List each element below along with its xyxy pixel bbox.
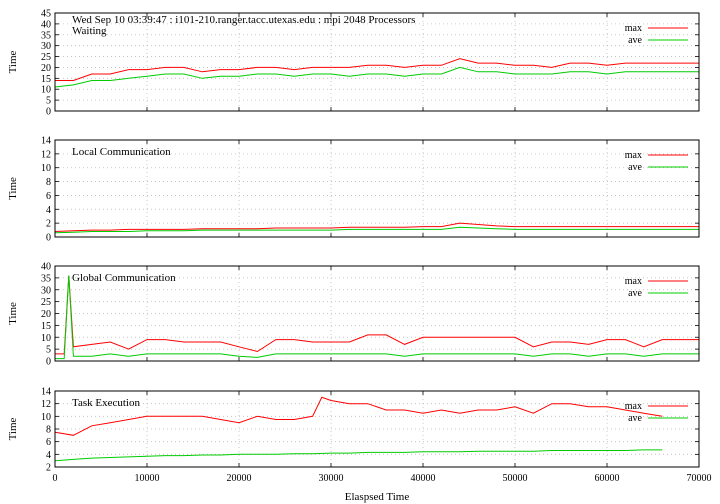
y-tick-label: 10 [41,333,51,344]
y-tick-label: 5 [46,96,51,107]
y-tick-label: 40 [41,262,51,273]
y-tick-label: 15 [41,74,51,85]
series-line-ave [54,449,663,462]
x-tick-label: 40000 [411,473,436,484]
panel-title: Task Execution [72,397,140,409]
y-tick-label: 0 [46,107,51,118]
y-tick-label: 25 [41,297,51,308]
y-tick-label: 6 [46,191,51,202]
y-tick-label: 40 [41,19,51,30]
y-tick-label: 5 [46,345,51,356]
y-tick-label: 0 [46,357,51,368]
x-tick-label: 0 [53,473,58,484]
y-tick-label: 12 [41,399,51,410]
y-axis-label: Time [7,177,19,200]
plot-frame [54,265,700,362]
series-line-max [55,58,699,81]
y-tick-label: 45 [41,9,51,20]
x-tick-label: 30000 [319,473,344,484]
series-line-ave [54,226,699,234]
y-tick-label: 20 [41,63,51,74]
y-tick-label: 35 [41,273,51,284]
y-tick-label: 0 [46,233,51,244]
legend-label-ave: ave [628,288,642,299]
y-tick-label: 30 [41,285,51,296]
y-axis-label: Time [7,50,19,73]
y-tick-label: 8 [46,425,51,436]
y-tick-label: 2 [46,219,51,230]
x-tick-label: 60000 [595,473,620,484]
panel-title: Global Communication [72,272,176,284]
series-line-max [54,396,663,436]
y-axis-label: Time [7,302,19,325]
x-tick-label: 50000 [503,473,528,484]
y-tick-label: 10 [41,163,51,174]
y-tick-label: 10 [41,85,51,96]
y-tick-label: 35 [41,30,51,41]
legend-label-ave: ave [628,413,642,424]
y-tick-label: 10 [41,412,51,423]
x-tick-label: 10000 [135,473,160,484]
y-tick-label: 4 [46,450,51,461]
series-line-ave [55,275,699,360]
x-tick-label: 70000 [687,473,712,484]
y-tick-label: 14 [41,136,51,147]
legend-label-max: max [625,23,642,34]
y-tick-label: 6 [46,437,51,448]
series-line-max [54,222,699,232]
y-tick-label: 30 [41,41,51,52]
series-line-max [55,275,699,355]
y-tick-label: 15 [41,321,51,332]
y-tick-label: 20 [41,309,51,320]
y-tick-label: 25 [41,52,51,63]
x-tick-label: 20000 [227,473,252,484]
series-line-ave [54,66,699,88]
legend-label-max: max [625,401,642,412]
legend-label-max: max [625,150,642,161]
figure-header: Wed Sep 10 03:39:47 : i101-210.ranger.ta… [72,14,415,26]
legend-label-ave: ave [628,162,642,173]
y-tick-label: 2 [46,463,51,474]
y-axis-label: Time [7,417,19,440]
y-tick-label: 8 [46,177,51,188]
panel-title: Waiting [72,25,107,37]
plot-frame [54,390,700,468]
plot-frame [54,139,700,238]
panel-title: Local Communication [72,146,171,158]
chart-panels: 051015202530354045WaitingTimemaxave02468… [7,9,712,485]
legend-label-max: max [625,276,642,287]
x-axis-label: Elaspsed Time [345,491,410,503]
plot-frame [54,12,700,112]
y-tick-label: 14 [41,387,51,398]
legend-label-ave: ave [628,35,642,46]
y-tick-label: 4 [46,205,51,216]
y-tick-label: 12 [41,149,51,160]
